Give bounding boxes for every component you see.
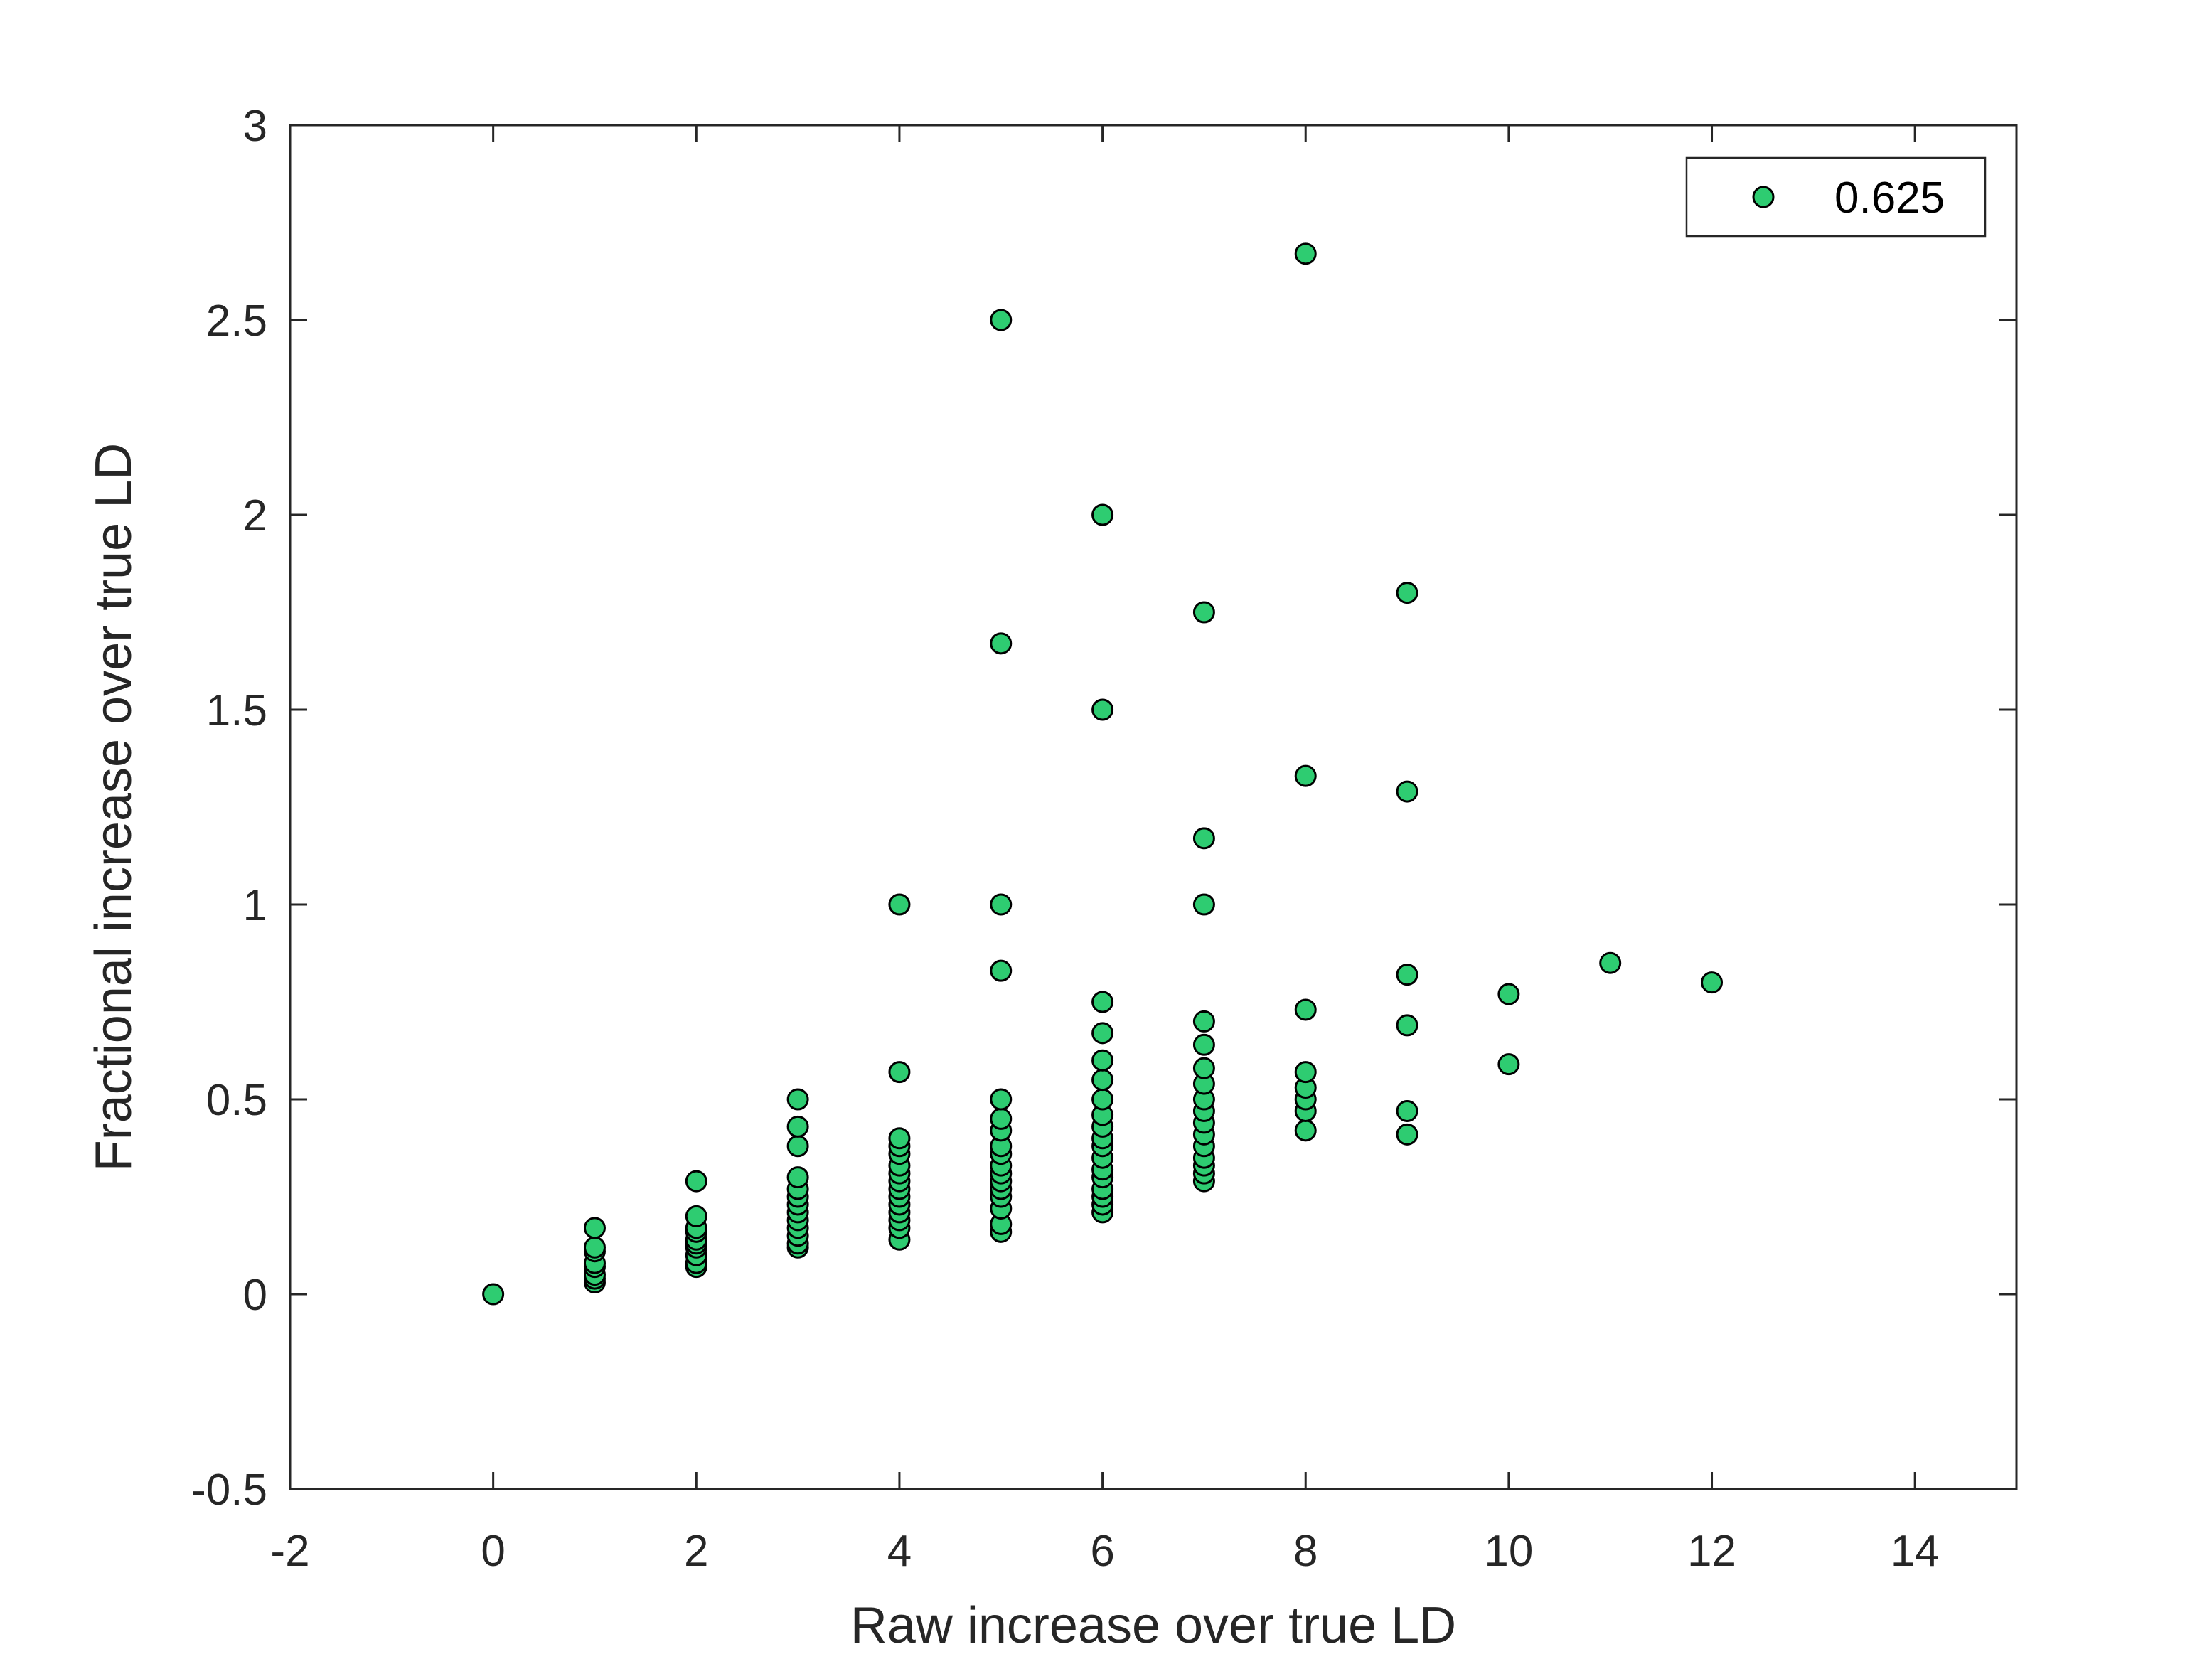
data-point bbox=[1396, 1099, 1418, 1122]
x-tick-label: 6 bbox=[1090, 1527, 1114, 1576]
y-tick-label: 0.5 bbox=[206, 1076, 267, 1125]
data-point bbox=[1497, 1053, 1520, 1076]
data-point bbox=[1599, 951, 1622, 974]
data-point bbox=[888, 893, 911, 916]
legend-box bbox=[1685, 156, 1987, 238]
data-point bbox=[786, 1088, 809, 1111]
y-tick-label: 3 bbox=[243, 102, 267, 151]
data-point bbox=[1701, 971, 1724, 994]
data-point bbox=[1294, 242, 1317, 265]
data-point bbox=[1497, 983, 1520, 1005]
data-point bbox=[1294, 1061, 1317, 1084]
y-axis-title: Fractional increase over true LD bbox=[85, 443, 142, 1171]
y-tick-label: 1 bbox=[243, 881, 267, 930]
y-tick-label: 0 bbox=[243, 1271, 267, 1320]
data-point bbox=[786, 1166, 809, 1189]
data-point bbox=[685, 1170, 707, 1193]
x-tick-label: 0 bbox=[481, 1527, 505, 1576]
data-point bbox=[1294, 1119, 1317, 1142]
plot-frame bbox=[289, 124, 2018, 1490]
x-tick-label: 4 bbox=[887, 1527, 912, 1576]
data-point bbox=[990, 632, 1013, 655]
data-point bbox=[1396, 582, 1418, 604]
x-tick-label: 10 bbox=[1484, 1527, 1533, 1576]
data-point bbox=[1294, 998, 1317, 1021]
x-tick-labels: -2 0 2 4 6 8 10 12 14 bbox=[270, 1527, 1939, 1576]
data-point bbox=[583, 1236, 606, 1259]
y-tick-label: 1.5 bbox=[206, 686, 267, 735]
data-point bbox=[1192, 1057, 1215, 1079]
data-point bbox=[1192, 893, 1215, 916]
data-point bbox=[482, 1283, 505, 1306]
legend-marker bbox=[1752, 186, 1775, 208]
x-tick-label: 8 bbox=[1293, 1527, 1318, 1576]
data-point bbox=[990, 1107, 1013, 1130]
y-tick-label: 2.5 bbox=[206, 297, 267, 346]
data-point bbox=[1091, 1069, 1114, 1092]
data-point bbox=[990, 893, 1013, 916]
data-point bbox=[1091, 1022, 1114, 1045]
data-point bbox=[1192, 1033, 1215, 1056]
data-point bbox=[1294, 764, 1317, 787]
data-point bbox=[1091, 698, 1114, 721]
legend: 0.625 bbox=[1685, 156, 1987, 238]
data-point bbox=[1396, 1014, 1418, 1037]
x-tick-label: 2 bbox=[684, 1527, 708, 1576]
data-point bbox=[1396, 964, 1418, 986]
data-point bbox=[685, 1205, 707, 1227]
data-point bbox=[990, 959, 1013, 982]
data-points bbox=[482, 242, 1724, 1306]
data-point bbox=[990, 309, 1013, 331]
data-point bbox=[1091, 1049, 1114, 1072]
data-point bbox=[888, 1061, 911, 1084]
x-tick-label: -2 bbox=[270, 1527, 309, 1576]
y-tick-labels: -0.5 0 0.5 1 1.5 2 2.5 3 bbox=[191, 102, 267, 1515]
data-point bbox=[888, 1127, 911, 1150]
legend-label: 0.625 bbox=[1834, 174, 1945, 223]
y-tick-label: 2 bbox=[243, 491, 267, 540]
data-point bbox=[1192, 601, 1215, 624]
data-point bbox=[786, 1135, 809, 1158]
plot-background bbox=[290, 125, 2016, 1489]
data-point bbox=[990, 1088, 1013, 1111]
data-point bbox=[1396, 780, 1418, 803]
data-point bbox=[583, 1217, 606, 1239]
y-tick-label: -0.5 bbox=[191, 1466, 267, 1515]
data-point bbox=[1091, 991, 1114, 1013]
data-point bbox=[1091, 1088, 1114, 1111]
data-point bbox=[1396, 1123, 1418, 1146]
x-axis-title: Raw increase over true LD bbox=[850, 1597, 1456, 1654]
data-point bbox=[786, 1115, 809, 1138]
data-point bbox=[1192, 1010, 1215, 1033]
data-point bbox=[1192, 827, 1215, 850]
x-tick-label: 14 bbox=[1891, 1527, 1940, 1576]
data-point bbox=[1091, 503, 1114, 526]
x-tick-label: 12 bbox=[1687, 1527, 1736, 1576]
